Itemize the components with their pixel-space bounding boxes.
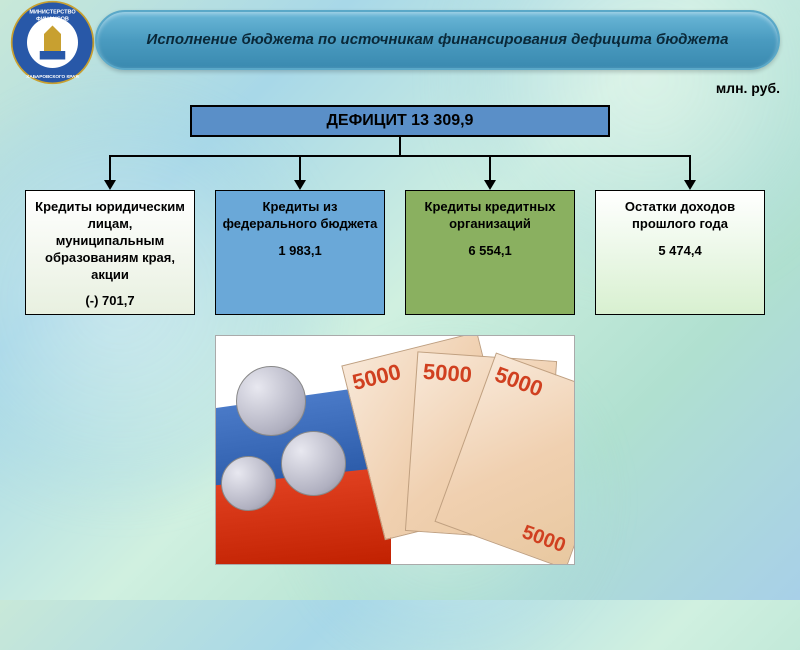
arrow-2 [299,155,301,182]
money-illustration: 5000 5000 5000 5000 5000 5000 [215,335,575,565]
arrow-4 [689,155,691,182]
category-value: 6 554,1 [412,243,568,260]
emblem-text-bottom: ХАБАРОВСКОГО КРАЯ [26,74,79,79]
category-title: Кредиты из федерального бюджета [222,199,378,233]
deficit-root-box: ДЕФИЦИТ 13 309,9 [190,105,610,137]
connector-stem [399,137,401,155]
emblem-text-top: МИНИСТЕРСТВО [29,10,76,16]
category-box-legal-credits: Кредиты юридическим лицам, муниципальным… [25,190,195,315]
category-box-federal-credits: Кредиты из федерального бюджета 1 983,1 [215,190,385,315]
page-title: Исполнение бюджета по источникам финанси… [147,30,729,50]
emblem-text-mid: ФИНАНСОВ [36,16,69,22]
units-label: млн. руб. [716,80,780,96]
banknote-denom: 5000 [350,359,404,395]
arrow-3 [489,155,491,182]
coin-icon [236,366,306,436]
deficit-value: 13 309,9 [411,112,473,130]
deficit-label: ДЕФИЦИТ [327,112,407,130]
coin-icon [281,431,346,496]
coin-icon [221,456,276,511]
category-title: Кредиты юридическим лицам, муниципальным… [32,199,188,283]
category-value: 5 474,4 [602,243,758,260]
category-title: Кредиты кредитных организаций [412,199,568,233]
category-box-prev-year: Остатки доходов прошлого года 5 474,4 [595,190,765,315]
connector-hline [110,155,690,157]
category-value: 1 983,1 [222,243,378,260]
arrow-1 [109,155,111,182]
ministry-emblem: МИНИСТЕРСТВО ФИНАНСОВ ХАБАРОВСКОГО КРАЯ [10,0,95,85]
category-box-org-credits: Кредиты кредитных организаций 6 554,1 [405,190,575,315]
banknote-denom: 5000 [422,359,473,387]
category-title: Остатки доходов прошлого года [602,199,758,233]
category-value: (-) 701,7 [32,293,188,310]
banknote-denom: 5000 [492,361,547,401]
header-bar: Исполнение бюджета по источникам финанси… [95,10,780,70]
